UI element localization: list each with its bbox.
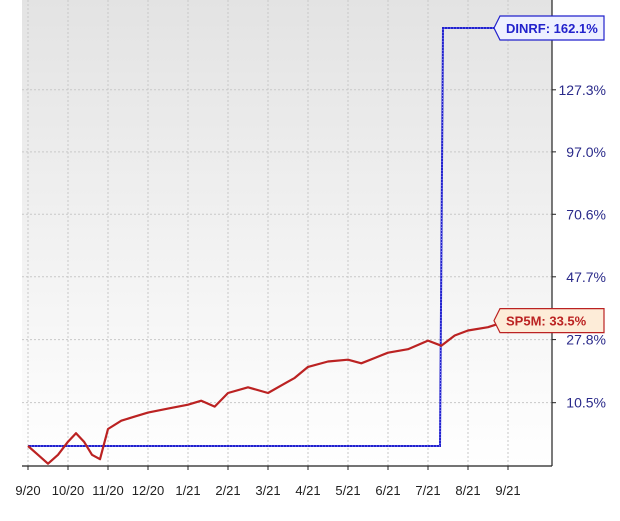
- x-tick-label: 1/21: [175, 483, 200, 498]
- plot-background: [22, 0, 552, 466]
- x-tick-label: 7/21: [415, 483, 440, 498]
- y-tick-label: 70.6%: [566, 206, 606, 222]
- sp5m-line: [27, 319, 529, 465]
- y-tick-label: 97.0%: [566, 144, 606, 160]
- dinrf-label: DINRF: 162.1%: [493, 15, 605, 41]
- sp5m-label-text: SP5M: 33.5%: [506, 314, 587, 329]
- x-tick-label: 2/21: [215, 483, 240, 498]
- x-tick-label: 4/21: [295, 483, 320, 498]
- x-tick-label: 9/20: [15, 483, 40, 498]
- x-tick-label: 12/20: [132, 483, 165, 498]
- y-tick-label: 127.3%: [559, 82, 606, 98]
- x-tick-label: 3/21: [255, 483, 280, 498]
- y-tick-label: 10.5%: [566, 395, 606, 411]
- sp5m-label: SP5M: 33.5%: [493, 308, 605, 334]
- x-tick-label: 8/21: [455, 483, 480, 498]
- x-tick-label: 10/20: [52, 483, 85, 498]
- grid: [22, 0, 552, 466]
- dinrf-line-dots: [28, 27, 500, 447]
- sp5m-label-box: [493, 308, 605, 334]
- dinrf-label-box: [493, 15, 605, 41]
- x-tick-label: 5/21: [335, 483, 360, 498]
- x-tick-label: 9/21: [495, 483, 520, 498]
- dinrf-label-text: DINRF: 162.1%: [506, 21, 598, 36]
- series-labels: DINRF: 162.1% SP5M: 33.5%: [493, 15, 605, 334]
- y-tick-label: 27.8%: [566, 332, 606, 348]
- axes: 9/20 10/20 11/20 12/20 1/21 2/21 3/21 4/21 5/21 6…: [15, 0, 606, 498]
- series: [27, 27, 529, 465]
- x-tick-label: 6/21: [375, 483, 400, 498]
- y-tick-label: 47.7%: [566, 269, 606, 285]
- x-tick-label: 11/20: [92, 483, 124, 498]
